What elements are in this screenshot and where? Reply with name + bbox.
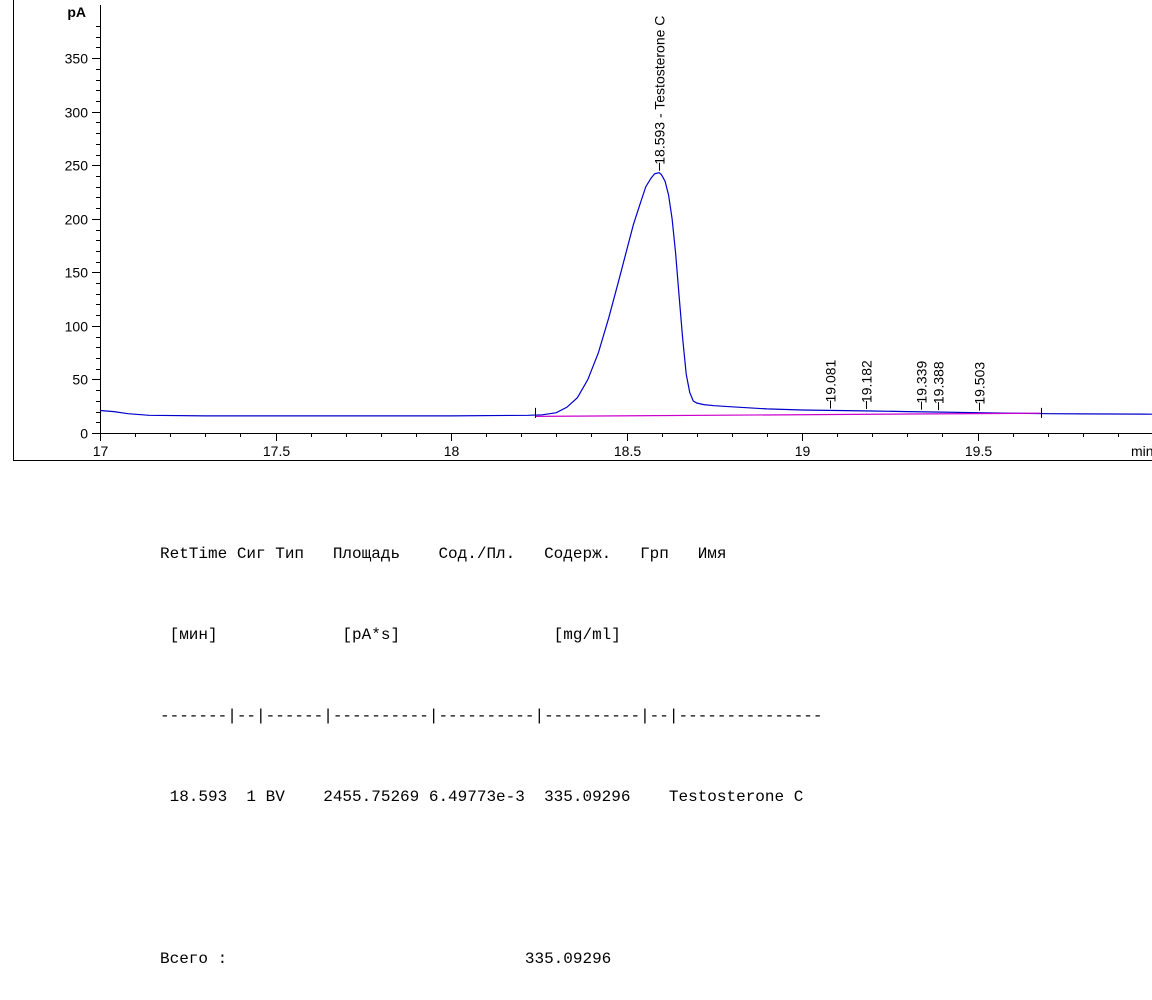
results-report: RetTime Сиг Тип Площадь Сод./Пл. Содерж.… (160, 487, 823, 1000)
x-tick-label: 18.5 (614, 443, 641, 459)
report-header-units: [мин] [pA*s] [mg/ml] (160, 622, 823, 649)
y-tick-label: 100 (65, 319, 89, 335)
y-tick-label: 200 (65, 212, 89, 228)
y-tick-label: 150 (65, 265, 89, 281)
signal-trace (100, 173, 1152, 416)
peak-label: 19.339 (914, 361, 930, 404)
chromatogram-chart: 0 50 100 150 200 250 300 350 pA 17 17.5 18 18.5 19 19.… (0, 0, 1152, 470)
peak-label: 18.593 - Testosterone C (652, 16, 668, 165)
report-row: 18.593 1 BV 2455.75269 6.49773e-3 335.09… (160, 784, 823, 811)
x-tick-label: 18 (444, 443, 460, 459)
report-total: Всего : 335.09296 (160, 946, 823, 973)
x-tick-label: 17 (93, 443, 109, 459)
peak-label: 19.503 (972, 362, 988, 405)
y-tick-label: 250 (65, 158, 89, 174)
y-tick-label: 50 (72, 372, 88, 388)
y-tick-label: 350 (65, 51, 89, 67)
baseline-trace (535, 413, 1040, 416)
x-tick-label: 19 (795, 443, 811, 459)
peak-label: 19.081 (823, 359, 839, 402)
y-tick-label: 0 (80, 426, 88, 442)
report-header-names: RetTime Сиг Тип Площадь Сод./Пл. Содерж.… (160, 541, 823, 568)
peak-label: 19.388 (931, 361, 947, 404)
x-tick-label: 19.5 (965, 443, 992, 459)
x-unit-label: min (1131, 443, 1152, 459)
peak-label: 19.182 (859, 360, 875, 403)
y-tick-label: 300 (65, 105, 89, 121)
y-unit-label: pA (67, 4, 86, 20)
x-tick-label: 17.5 (263, 443, 290, 459)
